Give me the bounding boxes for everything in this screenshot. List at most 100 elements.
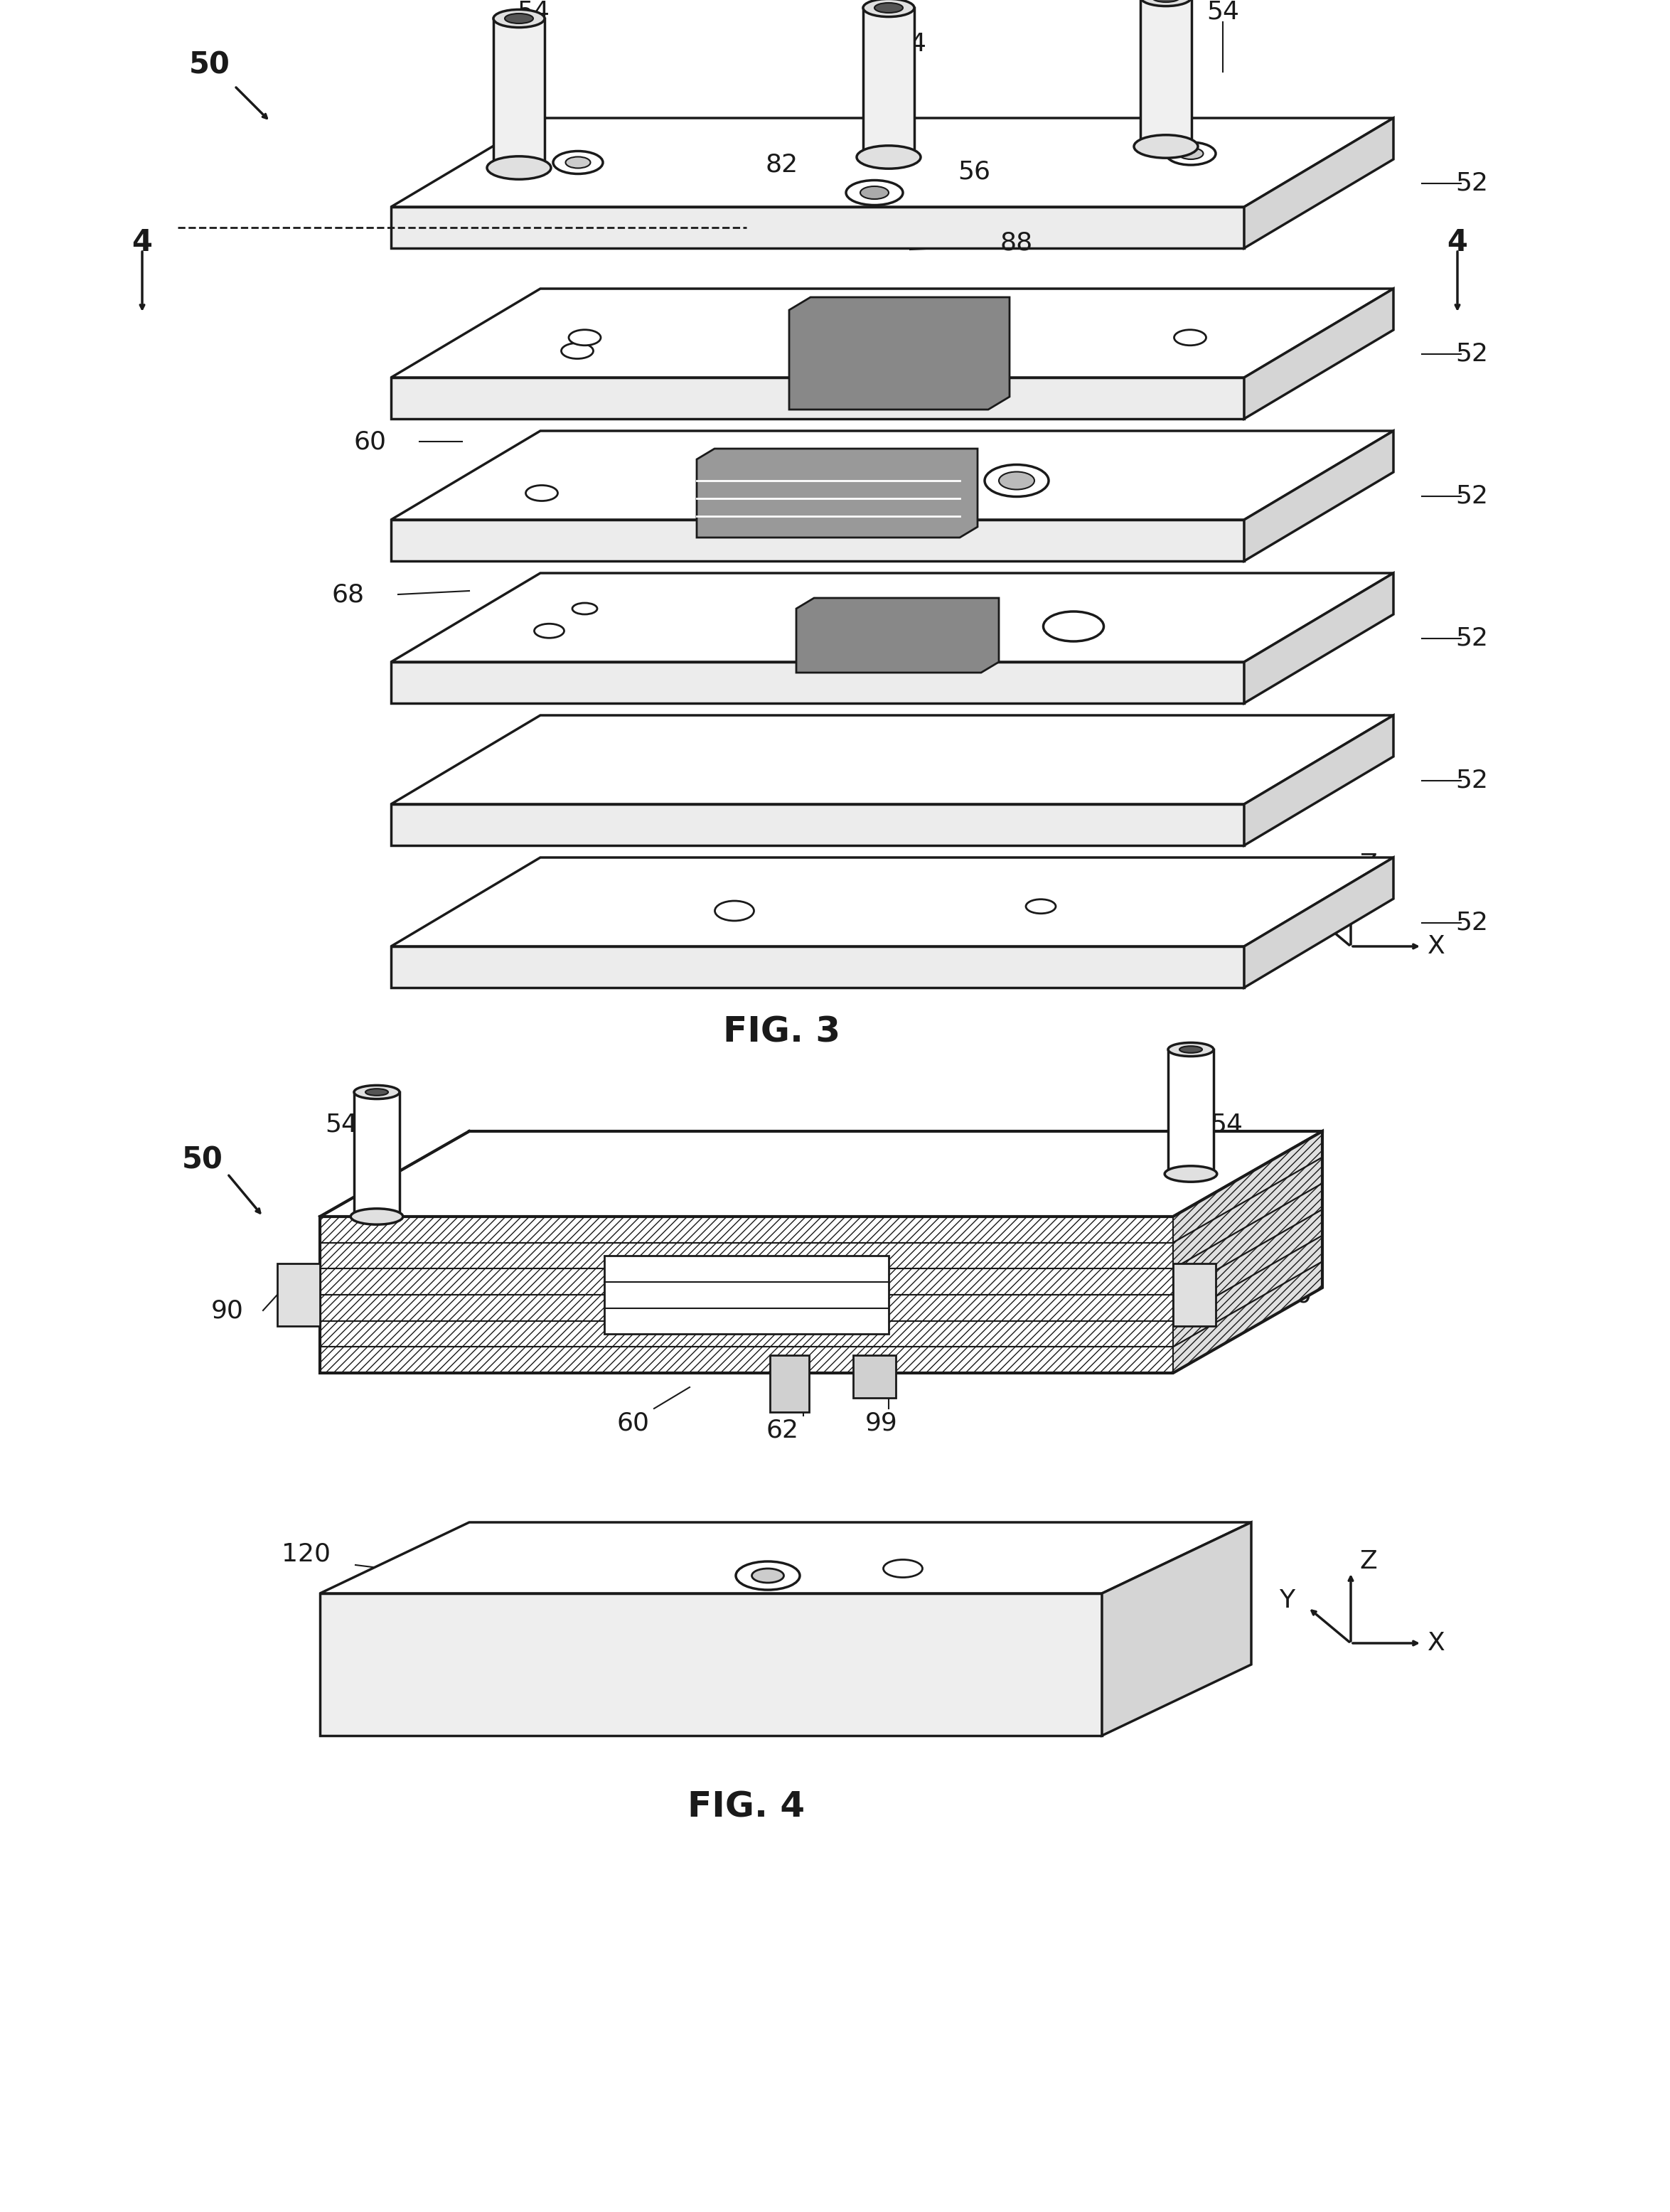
- Text: 52: 52: [1455, 484, 1488, 509]
- Text: 50: 50: [182, 1146, 224, 1175]
- Ellipse shape: [860, 186, 888, 199]
- Ellipse shape: [1141, 0, 1191, 7]
- Polygon shape: [391, 290, 1393, 378]
- Ellipse shape: [736, 1562, 800, 1590]
- Ellipse shape: [857, 146, 920, 168]
- Polygon shape: [1172, 1183, 1323, 1294]
- Text: 54: 54: [326, 1113, 357, 1137]
- Text: 82: 82: [765, 153, 798, 177]
- Text: Z: Z: [1359, 1548, 1378, 1573]
- Polygon shape: [391, 858, 1393, 947]
- Text: 62: 62: [765, 1418, 798, 1442]
- Ellipse shape: [1174, 330, 1206, 345]
- Text: 100: 100: [1263, 1283, 1311, 1307]
- Text: 99: 99: [865, 1411, 898, 1436]
- Polygon shape: [797, 597, 999, 672]
- Text: 54: 54: [516, 0, 549, 24]
- Text: 60: 60: [616, 1411, 650, 1436]
- Polygon shape: [321, 1243, 1172, 1270]
- Polygon shape: [853, 1356, 895, 1398]
- Ellipse shape: [863, 0, 913, 18]
- Polygon shape: [321, 1270, 1172, 1294]
- Text: 52: 52: [1455, 911, 1488, 936]
- Ellipse shape: [715, 900, 753, 920]
- Polygon shape: [1102, 1522, 1251, 1736]
- Polygon shape: [391, 573, 1393, 661]
- Polygon shape: [1244, 290, 1393, 418]
- Ellipse shape: [1179, 1046, 1202, 1053]
- Ellipse shape: [847, 179, 903, 206]
- Polygon shape: [391, 431, 1393, 520]
- Text: 52: 52: [1455, 768, 1488, 792]
- Ellipse shape: [1025, 900, 1055, 914]
- Ellipse shape: [1134, 135, 1197, 157]
- Text: 88: 88: [1000, 230, 1034, 254]
- Polygon shape: [1172, 1263, 1216, 1325]
- Text: 4: 4: [1448, 228, 1468, 257]
- Polygon shape: [605, 1256, 888, 1334]
- Polygon shape: [1172, 1237, 1323, 1347]
- Ellipse shape: [985, 465, 1049, 498]
- Text: 52: 52: [1455, 341, 1488, 365]
- Polygon shape: [1244, 858, 1393, 987]
- Text: FIG. 4: FIG. 4: [688, 1790, 805, 1823]
- Ellipse shape: [1167, 1042, 1214, 1057]
- Text: 80: 80: [468, 522, 499, 546]
- Ellipse shape: [1166, 142, 1216, 166]
- Ellipse shape: [366, 1088, 387, 1095]
- Polygon shape: [790, 296, 1010, 409]
- Polygon shape: [277, 1263, 321, 1325]
- Polygon shape: [1244, 117, 1393, 248]
- Ellipse shape: [752, 1568, 783, 1584]
- Ellipse shape: [875, 2, 903, 13]
- Ellipse shape: [561, 343, 593, 358]
- Polygon shape: [1244, 714, 1393, 845]
- Polygon shape: [696, 449, 977, 538]
- Text: FIG. 3: FIG. 3: [723, 1015, 840, 1048]
- Polygon shape: [391, 117, 1393, 208]
- Ellipse shape: [1179, 148, 1204, 159]
- Polygon shape: [1167, 1048, 1214, 1175]
- Text: 52: 52: [1455, 626, 1488, 650]
- Text: X: X: [1428, 1630, 1445, 1655]
- Polygon shape: [1172, 1130, 1323, 1243]
- Text: 90: 90: [210, 1298, 244, 1323]
- Text: 60: 60: [354, 429, 386, 453]
- Polygon shape: [391, 208, 1244, 248]
- Polygon shape: [321, 1522, 1251, 1593]
- Polygon shape: [493, 18, 544, 168]
- Ellipse shape: [351, 1208, 402, 1225]
- Ellipse shape: [999, 471, 1034, 489]
- Polygon shape: [1244, 431, 1393, 562]
- Text: 62: 62: [1014, 500, 1047, 524]
- Polygon shape: [321, 1321, 1172, 1347]
- Polygon shape: [391, 520, 1244, 562]
- Text: 96: 96: [716, 1522, 748, 1544]
- Ellipse shape: [493, 9, 544, 27]
- Text: Z: Z: [1359, 852, 1378, 876]
- Text: 52: 52: [1455, 170, 1488, 195]
- Polygon shape: [863, 9, 913, 157]
- Polygon shape: [1172, 1210, 1323, 1321]
- Ellipse shape: [534, 624, 564, 637]
- Polygon shape: [391, 805, 1244, 845]
- Text: Y: Y: [1279, 1588, 1294, 1613]
- Text: 54: 54: [1211, 1113, 1242, 1137]
- Ellipse shape: [573, 604, 598, 615]
- Ellipse shape: [1044, 611, 1104, 641]
- Text: 68: 68: [332, 582, 364, 606]
- Polygon shape: [391, 714, 1393, 805]
- Polygon shape: [1244, 573, 1393, 703]
- Polygon shape: [321, 1294, 1172, 1321]
- Ellipse shape: [354, 1086, 399, 1099]
- Polygon shape: [391, 661, 1244, 703]
- Ellipse shape: [569, 330, 601, 345]
- Ellipse shape: [566, 157, 591, 168]
- Text: 80: 80: [468, 668, 499, 692]
- Polygon shape: [391, 947, 1244, 987]
- Text: 54: 54: [1206, 0, 1239, 24]
- Text: 120: 120: [281, 1542, 331, 1566]
- Polygon shape: [321, 1593, 1102, 1736]
- Ellipse shape: [526, 484, 558, 500]
- Ellipse shape: [1164, 1166, 1217, 1181]
